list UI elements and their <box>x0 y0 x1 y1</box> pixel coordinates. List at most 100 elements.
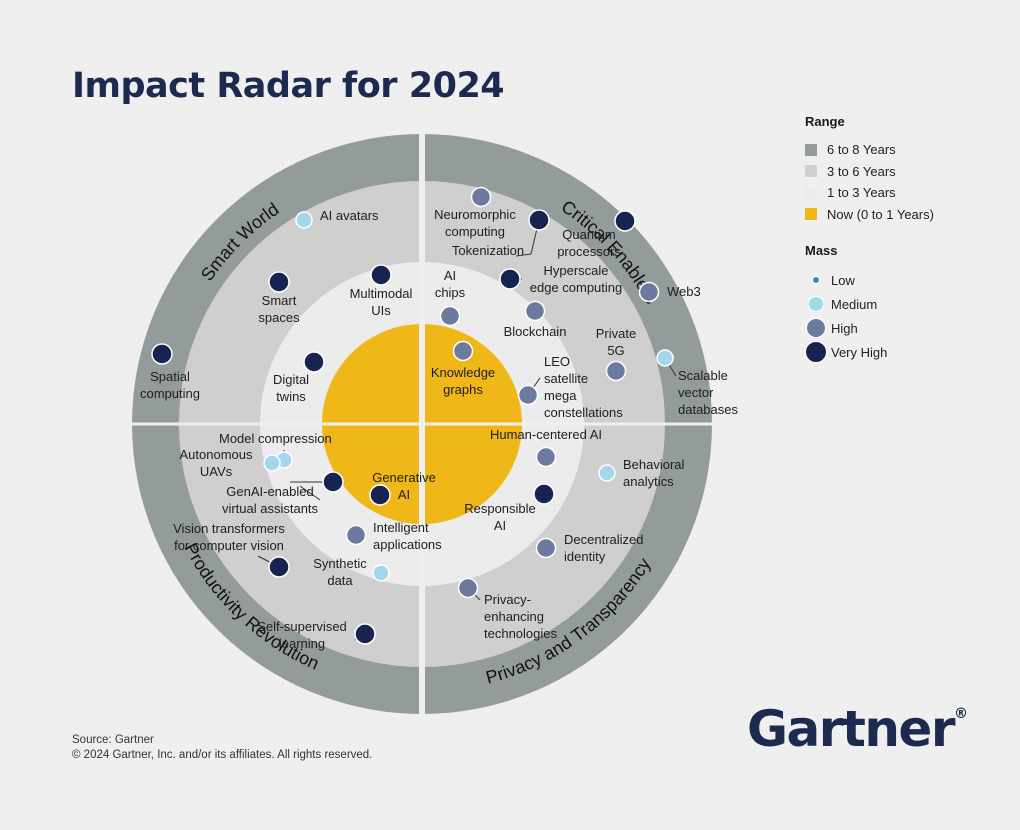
technology-marker: Behavioral analytics <box>598 457 685 489</box>
legend-range-label: 1 to 3 Years <box>827 185 896 201</box>
technology-label-line: AI <box>494 518 506 533</box>
technology-label-line: AI <box>444 268 456 283</box>
technology-label: Privacy-enhancing technologies <box>484 592 557 641</box>
technology-label-line: analytics <box>623 474 674 489</box>
technology-label: Generative AI <box>372 470 436 502</box>
technology-dot <box>268 556 290 578</box>
technology-marker: Spatial computing <box>140 343 200 401</box>
technology-dot <box>263 454 281 472</box>
technology-label: Vision transformers for computer vision <box>173 521 285 553</box>
legend-range-label: 6 to 8 Years <box>827 142 896 158</box>
legend-mass-item: Low <box>805 268 1005 292</box>
technology-label-line: Behavioral <box>623 457 685 472</box>
technology-label-line: Human-centered AI <box>490 427 602 442</box>
logo-registered-mark: ® <box>954 706 969 722</box>
legend-range-swatch <box>805 143 817 156</box>
legend-range-label: Now (0 to 1 Years) <box>827 206 934 222</box>
technology-marker: Privacy-enhancing technologies <box>457 577 557 641</box>
copyright-text: © 2024 Gartner, Inc. and/or its affiliat… <box>72 749 373 761</box>
technology-label-line: Quantum <box>562 227 615 242</box>
technology-label-line: Self-supervised <box>257 619 347 634</box>
technology-dot <box>303 351 325 373</box>
technology-label-line: satellite <box>544 371 588 386</box>
technology-label-line: chips <box>435 285 466 300</box>
technology-marker: Vision transformers for computer vision <box>173 521 290 578</box>
technology-label-line: Knowledge <box>431 365 495 380</box>
technology-marker: Human-centered AI <box>490 427 602 468</box>
technology-label-line: Digital <box>273 372 309 387</box>
legend-range-title: Range <box>805 114 845 129</box>
technology-markers: AI avatars Smart spaces Multimodal UIs Spatia… <box>140 186 738 651</box>
technology-label: Human-centered AI <box>490 427 602 442</box>
technology-marker: Hyperscale edge computing <box>499 263 623 295</box>
technology-label: Decentralized identity <box>564 532 644 564</box>
legend-range-item: Now (0 to 1 Years) <box>805 204 1005 226</box>
legend-mass-item: High <box>805 316 1005 340</box>
technology-marker: GenAI-enabled virtual assistants <box>222 471 344 516</box>
technology-label-line: vector <box>678 385 714 400</box>
technology-label-line: edge computing <box>530 280 623 295</box>
technology-dot <box>499 268 521 290</box>
technology-label: Responsible AI <box>464 501 536 533</box>
technology-label-line: identity <box>564 549 606 564</box>
technology-dot <box>372 564 390 582</box>
technology-label: Multimodal UIs <box>350 286 413 318</box>
technology-label-line: Tokenization <box>452 243 524 258</box>
technology-label-line: Private <box>596 326 636 341</box>
technology-dot <box>524 300 546 322</box>
legend-mass-dot <box>808 296 824 312</box>
technology-marker: Smart spaces <box>258 271 300 325</box>
technology-label: Scalable vector databases <box>678 368 738 417</box>
source-note: Source: Gartner © 2024 Gartner, Inc. and… <box>72 733 372 763</box>
legend-mass-item: Very High <box>805 340 1005 364</box>
technology-label: Intelligent applications <box>373 520 442 552</box>
technology-label-line: twins <box>276 389 306 404</box>
technology-dot <box>370 264 392 286</box>
legend-range-item: 6 to 8 Years <box>805 139 1005 161</box>
technology-label-line: Vision transformers <box>173 521 285 536</box>
technology-label: LEO satellite mega constellations <box>544 354 623 420</box>
technology-label: Blockchain <box>504 324 567 339</box>
technology-label-line: data <box>327 573 353 588</box>
legend-mass-dot-wrap <box>805 276 827 284</box>
technology-dot <box>268 271 290 293</box>
technology-label-line: databases <box>678 402 738 417</box>
technology-label-line: Decentralized <box>564 532 644 547</box>
technology-dot <box>517 384 539 406</box>
technology-label: Behavioral analytics <box>623 457 685 489</box>
technology-label: Digital twins <box>273 372 309 404</box>
technology-label-line: UIs <box>371 303 391 318</box>
technology-marker: AI chips <box>435 268 466 327</box>
technology-marker: Intelligent applications <box>345 520 442 552</box>
technology-dot <box>470 186 492 208</box>
legend-mass-dot-wrap <box>805 341 827 363</box>
technology-label-line: Responsible <box>464 501 536 516</box>
technology-dot <box>605 360 627 382</box>
technology-label-line: computing <box>445 224 505 239</box>
technology-label-line: computing <box>140 386 200 401</box>
technology-dot <box>614 210 636 232</box>
source-text: Source: Gartner <box>72 734 154 746</box>
technology-label: Knowledge graphs <box>431 365 495 397</box>
legend-mass-dot <box>812 276 820 284</box>
technology-marker: Tokenization <box>452 209 550 258</box>
technology-dot <box>295 211 313 229</box>
legend-range-list: 6 to 8 Years 3 to 6 Years 1 to 3 Years Now … <box>805 139 1005 225</box>
technology-dot <box>656 349 674 367</box>
technology-label: Tokenization <box>452 243 524 258</box>
legend-mass-label: Medium <box>831 296 878 312</box>
technology-dot <box>151 343 173 365</box>
technology-label: Synthetic data <box>313 556 367 588</box>
legend-range-swatch <box>805 165 817 178</box>
technology-label-line: Intelligent <box>373 520 429 535</box>
technology-marker: Quantum processors <box>557 210 636 259</box>
technology-label: Spatial computing <box>140 369 200 401</box>
legend-mass-dot-wrap <box>805 318 827 338</box>
technology-label: Private 5G <box>596 326 636 358</box>
technology-label-line: Neuromorphic <box>434 207 516 222</box>
technology-label: Neuromorphic computing <box>434 207 516 239</box>
technology-dot <box>439 305 461 327</box>
technology-label-line: GenAI-enabled <box>226 484 313 499</box>
technology-label-line: Spatial <box>150 369 190 384</box>
